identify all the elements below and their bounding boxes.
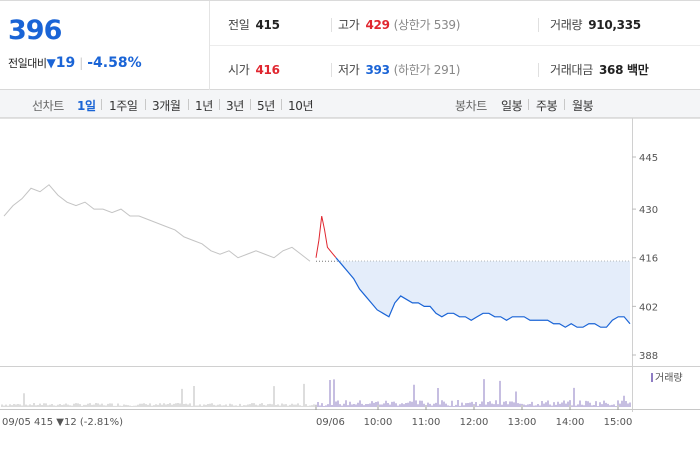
price-box: 396 전일대비▼19 | -4.58% bbox=[0, 1, 210, 90]
change-line: 전일대비▼19 | -4.58% bbox=[8, 55, 142, 71]
volume-value: 910,335 bbox=[588, 18, 641, 32]
high-label: 고가 bbox=[338, 18, 360, 32]
lower-limit: (하한가 291) bbox=[393, 63, 461, 77]
prev-date-label: 09/05 bbox=[2, 417, 31, 428]
price-chart: 445 430 416 402 388 거래량 10:00 11:00 12:00 13:00 14… bbox=[0, 118, 700, 428]
x-tick-label: 11:00 bbox=[412, 417, 441, 428]
y-tick-label: 388 bbox=[639, 351, 658, 362]
divider bbox=[250, 99, 251, 110]
volume-legend-label: 거래량 bbox=[655, 372, 683, 384]
divider bbox=[564, 99, 565, 110]
change-amount: 19 bbox=[55, 55, 76, 71]
line-chart-label: 선차트 bbox=[32, 99, 64, 113]
period-tab-10y[interactable]: 10년 bbox=[288, 99, 314, 113]
current-price: 396 bbox=[8, 15, 62, 46]
today-date-label: 09/06 bbox=[316, 417, 345, 428]
info-divider bbox=[210, 45, 700, 46]
open-info: 시가 416 bbox=[228, 61, 280, 78]
divider bbox=[528, 99, 529, 110]
low-value: 393 bbox=[365, 63, 390, 77]
low-label: 저가 bbox=[338, 63, 360, 77]
x-tick-label: 13:00 bbox=[508, 417, 537, 428]
open-label: 시가 bbox=[228, 63, 250, 77]
divider bbox=[331, 63, 332, 77]
high-info: 고가 429 (상한가 539) bbox=[338, 16, 460, 33]
separator: | bbox=[79, 56, 84, 70]
x-tick-label: 10:00 bbox=[364, 417, 393, 428]
high-value: 429 bbox=[365, 18, 390, 32]
quote-header: 396 전일대비▼19 | -4.58% 전일 415 고가 429 (상한가 539) … bbox=[0, 0, 700, 90]
down-triangle-icon: ▼ bbox=[46, 56, 56, 70]
today-down-line bbox=[335, 257, 631, 328]
chart-toolbar: 선차트 1일 1주일 3개월 1년 3년 5년 10년 봉차트 일봉 주봉 월봉 bbox=[0, 90, 700, 118]
prev-value: 415 bbox=[255, 18, 280, 32]
divider bbox=[281, 99, 282, 110]
low-info: 저가 393 (하한가 291) bbox=[338, 61, 460, 78]
amount-label: 거래대금 bbox=[550, 63, 593, 77]
y-tick-label: 445 bbox=[639, 153, 658, 164]
divider bbox=[331, 18, 332, 32]
period-tab-5y[interactable]: 5년 bbox=[257, 99, 275, 113]
prev-close-summary: 415 ▼12 (-2.81%) bbox=[34, 417, 123, 428]
divider bbox=[538, 18, 539, 32]
period-tab-1y[interactable]: 1년 bbox=[195, 99, 213, 113]
amount-value: 368 백만 bbox=[598, 63, 649, 77]
candle-tab-monthly[interactable]: 월봉 bbox=[572, 99, 594, 113]
candle-tab-weekly[interactable]: 주봉 bbox=[536, 99, 558, 113]
x-tick-label: 12:00 bbox=[460, 417, 489, 428]
change-percent: -4.58% bbox=[87, 55, 142, 71]
volume-info: 거래량 910,335 bbox=[550, 16, 641, 33]
candle-chart-label: 봉차트 bbox=[455, 99, 487, 113]
prev-close-info: 전일 415 bbox=[228, 16, 280, 33]
volume-label: 거래량 bbox=[550, 18, 583, 32]
change-label: 전일대비 bbox=[8, 57, 47, 70]
candle-tab-daily[interactable]: 일봉 bbox=[501, 99, 523, 113]
divider bbox=[145, 99, 146, 110]
divider bbox=[538, 63, 539, 77]
upper-limit: (상한가 539) bbox=[393, 18, 461, 32]
period-tab-3m[interactable]: 3개월 bbox=[152, 99, 181, 113]
x-tick-label: 15:00 bbox=[604, 417, 633, 428]
prev-label: 전일 bbox=[228, 18, 250, 32]
period-tab-1d[interactable]: 1일 bbox=[77, 99, 96, 113]
open-value: 416 bbox=[255, 63, 280, 77]
y-tick-label: 430 bbox=[639, 205, 658, 216]
period-tab-1w[interactable]: 1주일 bbox=[109, 99, 138, 113]
period-tab-3y[interactable]: 3년 bbox=[226, 99, 244, 113]
y-tick-label: 416 bbox=[639, 254, 658, 265]
divider bbox=[188, 99, 189, 110]
today-fill-area bbox=[336, 257, 630, 328]
today-up-line bbox=[315, 215, 337, 259]
y-tick-label: 402 bbox=[639, 302, 658, 313]
volume-legend-swatch bbox=[651, 373, 653, 382]
divider bbox=[219, 99, 220, 110]
divider bbox=[101, 99, 102, 110]
prev-day-line bbox=[3, 184, 311, 262]
amount-info: 거래대금 368 백만 bbox=[550, 61, 649, 78]
x-tick-label: 14:00 bbox=[556, 417, 585, 428]
